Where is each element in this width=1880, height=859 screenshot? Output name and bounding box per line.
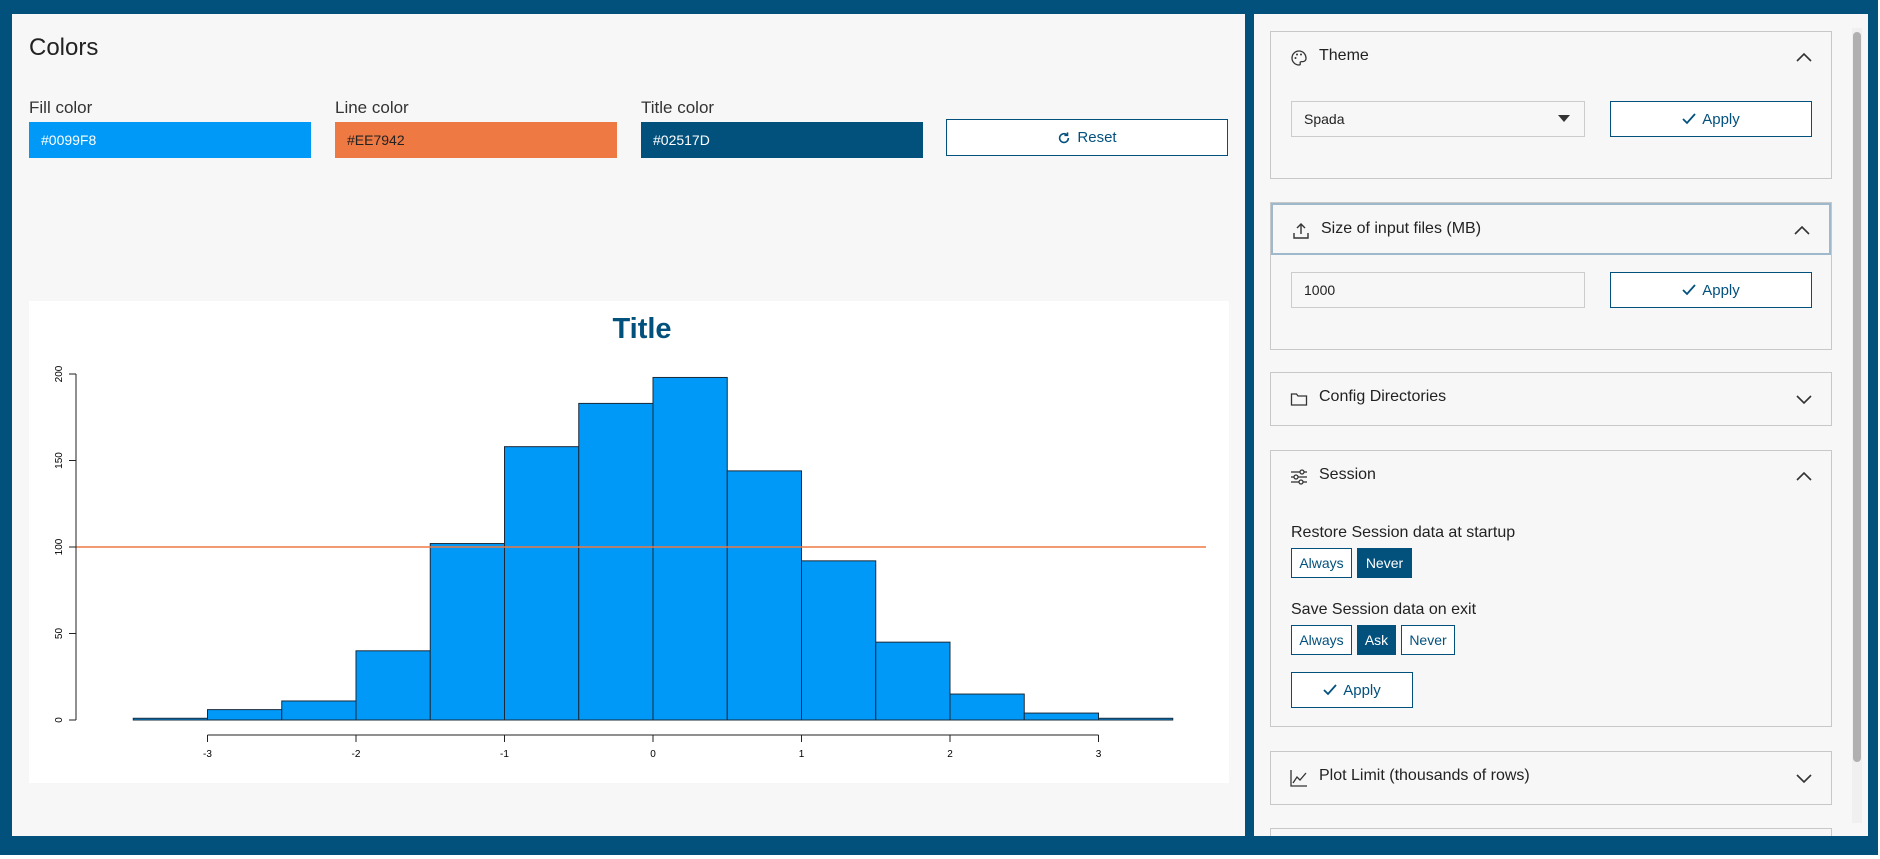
y-tick-label: 150 xyxy=(54,452,65,469)
histogram-bar xyxy=(1098,717,1174,721)
session-apply-button[interactable]: Apply xyxy=(1291,672,1413,708)
histogram-bar xyxy=(875,641,951,721)
y-tick-label: 0 xyxy=(54,717,65,723)
histogram-bar xyxy=(504,446,580,721)
restore-never-option[interactable]: Never xyxy=(1357,548,1412,578)
theme-card: Theme Spada Apply xyxy=(1270,31,1832,179)
x-tick-label: -1 xyxy=(500,749,509,760)
y-tick-label: 100 xyxy=(54,538,65,555)
upload-size-apply-button[interactable]: Apply xyxy=(1610,272,1812,308)
upload-size-title: Size of input files (MB) xyxy=(1321,220,1482,237)
check-icon xyxy=(1323,684,1337,696)
check-icon xyxy=(1682,113,1696,125)
config-directories-card: Config Directories xyxy=(1270,372,1832,426)
upload-size-input[interactable]: 1000 xyxy=(1291,272,1585,308)
config-directories-title: Config Directories xyxy=(1319,388,1447,405)
chart-title: Title xyxy=(612,313,671,345)
histogram-bar xyxy=(652,376,728,721)
session-card: Session Restore Session data at startup … xyxy=(1270,450,1832,727)
y-tick-label: 200 xyxy=(54,365,65,382)
sliders-icon xyxy=(1291,469,1307,485)
session-apply-label: Apply xyxy=(1343,681,1381,699)
fill-color-label: Fill color xyxy=(29,98,93,117)
x-tick-label: -3 xyxy=(203,749,212,760)
title-color-input[interactable]: #02517D xyxy=(641,122,923,158)
save-never-option[interactable]: Never xyxy=(1401,625,1455,655)
colors-title: Colors xyxy=(29,34,99,61)
x-tick-label: -2 xyxy=(352,749,361,760)
chart-line-icon xyxy=(1290,770,1307,787)
histogram-svg: 0 50 100 150 200 -3 -2 -1 0 1 2 3 Title xyxy=(54,313,1206,760)
upload-size-value: 1000 xyxy=(1304,282,1336,298)
reset-label: Reset xyxy=(1077,129,1117,146)
chevron-up-icon[interactable] xyxy=(1793,222,1811,240)
x-tick-label: 2 xyxy=(947,749,953,760)
upload-icon xyxy=(1293,223,1309,239)
save-session-label: Save Session data on exit xyxy=(1291,601,1477,618)
reset-button[interactable]: Reset xyxy=(946,119,1228,156)
save-always-option[interactable]: Always xyxy=(1291,625,1352,655)
histogram-bar xyxy=(281,700,357,721)
plot-limit-title: Plot Limit (thousands of rows) xyxy=(1319,767,1530,784)
upload-size-header[interactable]: Size of input files (MB) xyxy=(1271,203,1831,255)
title-color-label: Title color xyxy=(641,98,715,117)
plot-limit-card: Plot Limit (thousands of rows) xyxy=(1270,751,1832,805)
save-ask-option[interactable]: Ask xyxy=(1357,625,1396,655)
session-title: Session xyxy=(1319,466,1376,483)
palette-icon xyxy=(1291,50,1307,66)
check-icon xyxy=(1682,284,1696,296)
histogram-bar xyxy=(132,717,208,721)
settings-scrollbar-thumb[interactable] xyxy=(1853,32,1861,762)
histogram-bar xyxy=(355,650,431,721)
next-settings-card xyxy=(1270,828,1832,836)
line-color-input[interactable]: #EE7942 xyxy=(335,122,617,158)
theme-header[interactable]: Theme xyxy=(1271,32,1831,84)
caret-down-icon xyxy=(1558,115,1570,122)
histogram-plot: 0 50 100 150 200 -3 -2 -1 0 1 2 3 Title xyxy=(29,301,1229,783)
x-tick-label: 3 xyxy=(1096,749,1102,760)
theme-select[interactable]: Spada xyxy=(1291,101,1585,137)
refresh-icon xyxy=(1059,131,1070,143)
theme-apply-button[interactable]: Apply xyxy=(1610,101,1812,137)
chevron-down-icon[interactable] xyxy=(1795,390,1813,408)
histogram-bar xyxy=(207,709,283,721)
settings-panel: Theme Spada Apply Size of input files (M… xyxy=(1254,14,1868,836)
fill-color-input[interactable]: #0099F8 xyxy=(29,122,311,158)
restore-session-label: Restore Session data at startup xyxy=(1291,524,1516,541)
theme-title: Theme xyxy=(1319,47,1369,64)
histogram-bar xyxy=(726,470,802,721)
histogram-bar xyxy=(429,543,505,721)
line-color-label: Line color xyxy=(335,98,409,117)
y-tick-label: 50 xyxy=(54,628,65,640)
chevron-up-icon[interactable] xyxy=(1795,49,1813,67)
histogram-bar xyxy=(949,693,1025,721)
folder-icon xyxy=(1290,393,1308,406)
x-tick-label: 0 xyxy=(650,749,656,760)
theme-apply-label: Apply xyxy=(1702,110,1740,128)
histogram-bar xyxy=(801,560,877,721)
upload-size-card: Size of input files (MB) 1000 Apply xyxy=(1270,202,1832,350)
chevron-up-icon[interactable] xyxy=(1795,468,1813,486)
upload-size-apply-label: Apply xyxy=(1702,281,1740,299)
colors-panel: Colors Fill color #0099F8 Line color #EE… xyxy=(12,14,1245,836)
plot-limit-header[interactable]: Plot Limit (thousands of rows) xyxy=(1271,752,1831,804)
session-header[interactable]: Session xyxy=(1271,451,1831,503)
restore-always-option[interactable]: Always xyxy=(1291,548,1352,578)
histogram-bar xyxy=(578,402,654,721)
theme-selected-value: Spada xyxy=(1304,111,1345,127)
config-directories-header[interactable]: Config Directories xyxy=(1271,373,1831,425)
x-tick-label: 1 xyxy=(799,749,805,760)
chevron-down-icon[interactable] xyxy=(1795,769,1813,787)
histogram-bar xyxy=(1023,712,1099,721)
